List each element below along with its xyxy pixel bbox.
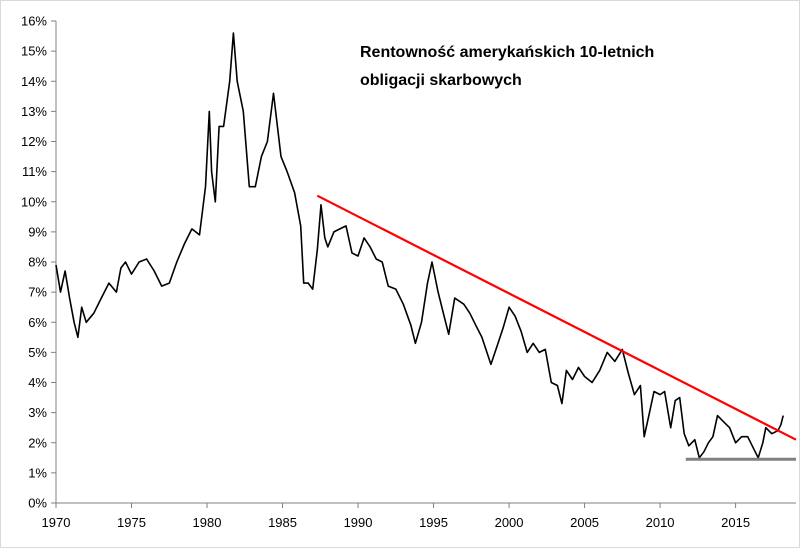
y-tick-label: 14%: [21, 74, 47, 89]
x-tick-label: 2010: [646, 515, 675, 530]
y-tick-label: 5%: [28, 345, 47, 360]
y-tick-label: 13%: [21, 104, 47, 119]
y-tick-label: 4%: [28, 375, 47, 390]
y-tick-label: 2%: [28, 435, 47, 450]
y-tick-label: 9%: [28, 224, 47, 239]
x-tick-label: 2005: [570, 515, 599, 530]
x-tick-label: 2015: [721, 515, 750, 530]
y-tick-label: 0%: [28, 496, 47, 511]
x-tick-label: 1975: [117, 515, 146, 530]
y-tick-label: 15%: [21, 44, 47, 59]
x-tick-label: 1970: [42, 515, 71, 530]
yield-series-line: [55, 32, 784, 459]
x-tick-label: 1980: [193, 515, 222, 530]
y-tick-label: 1%: [28, 465, 47, 480]
series-layer: [55, 32, 797, 461]
x-tick-label: 2000: [495, 515, 524, 530]
x-tick-label: 1995: [419, 515, 448, 530]
chart-title-line-1: Rentowność amerykańskich 10-letnich: [360, 44, 654, 61]
y-axis-ticks: 0% 1% 2% 3% 4% 5% 6% 7% 8% 9% 10% 11% 12% 13% 14% 15% 16…: [21, 14, 56, 511]
y-tick-label: 10%: [21, 194, 47, 209]
y-tick-label: 16%: [21, 14, 47, 29]
x-tick-label: 1990: [344, 515, 373, 530]
y-tick-label: 11%: [22, 164, 47, 179]
y-tick-label: 8%: [28, 255, 47, 270]
axes: [55, 21, 796, 504]
chart-title-line-2: obligacji skarbowych: [360, 72, 522, 89]
y-tick-label: 7%: [28, 285, 47, 300]
y-tick-label: 3%: [28, 405, 47, 420]
y-tick-label: 6%: [28, 315, 47, 330]
x-tick-label: 1985: [268, 515, 297, 530]
downtrend-line: [316, 194, 797, 441]
y-tick-label: 12%: [21, 134, 47, 149]
x-axis-ticks: 1970 1975 1980 1985 1990 1995 2000 2005 2010 2015: [42, 503, 750, 530]
